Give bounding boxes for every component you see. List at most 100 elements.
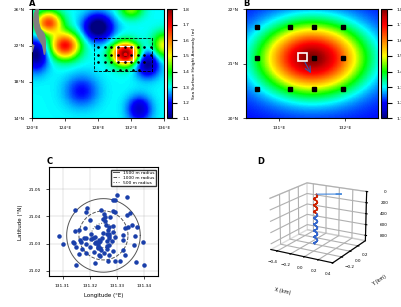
X-axis label: Longitude (°E): Longitude (°E) (84, 293, 123, 298)
Point (110, 197, 116, 202)
Legend: 1500 m radius, 1000 m radius, 500 m radius: 1500 m radius, 1000 m radius, 500 m radi… (111, 169, 156, 186)
Point (116, 259, 123, 264)
Point (124, 212, 130, 217)
Point (134, 224, 140, 229)
Point (56, 234, 62, 239)
500 m radius (113, 234, 118, 237)
Point (106, 231, 112, 236)
1000 m radius (101, 209, 106, 213)
Point (103, 222, 109, 227)
1500 m radius (101, 197, 106, 200)
Y-axis label: Sea Surface Height Anomaly (m): Sea Surface Height Anomaly (m) (192, 28, 196, 99)
Bar (116, 46, 133, 61)
Point (92, 261, 99, 266)
Point (104, 243, 111, 248)
Point (81, 235, 87, 240)
Point (101, 251, 107, 256)
X-axis label: X (km): X (km) (274, 287, 291, 296)
Point (103, 290, 110, 294)
1500 m radius (95, 270, 100, 274)
Point (71, 241, 77, 246)
Point (105, 259, 111, 264)
Point (96, 252, 103, 257)
Point (124, 194, 130, 199)
Bar (298, 53, 307, 61)
Point (110, 229, 116, 234)
Point (92, 241, 99, 246)
Point (72, 208, 78, 213)
1000 m radius (81, 219, 86, 223)
Point (106, 243, 112, 248)
Point (111, 197, 118, 202)
Point (99, 236, 105, 241)
Point (96, 237, 102, 242)
1500 m radius (71, 212, 76, 215)
Point (71, 228, 78, 233)
Point (104, 231, 110, 236)
Y-axis label: Latitude (°N): Latitude (°N) (18, 204, 23, 239)
Point (131, 243, 138, 248)
Polygon shape (34, 6, 45, 55)
Point (120, 237, 127, 242)
Point (87, 244, 94, 249)
Line: 1000 m radius: 1000 m radius (79, 211, 128, 260)
Point (78, 239, 84, 244)
1000 m radius (89, 212, 94, 216)
Point (76, 227, 82, 232)
Point (106, 253, 112, 258)
500 m radius (95, 223, 100, 227)
Point (102, 214, 109, 219)
Polygon shape (28, 44, 34, 52)
Point (122, 226, 128, 231)
Point (73, 245, 79, 250)
Point (73, 263, 79, 268)
500 m radius (99, 246, 104, 249)
Point (125, 224, 131, 229)
1000 m radius (119, 217, 124, 220)
Point (110, 208, 116, 213)
Point (83, 236, 89, 241)
1500 m radius (138, 234, 143, 237)
Point (104, 227, 111, 232)
Point (140, 240, 147, 245)
Point (101, 219, 108, 224)
Point (100, 231, 107, 236)
1500 m radius (128, 208, 133, 212)
Point (83, 242, 90, 247)
Point (97, 254, 103, 259)
1000 m radius (101, 258, 106, 262)
Point (95, 225, 102, 230)
Point (95, 242, 101, 247)
Point (70, 239, 76, 244)
500 m radius (101, 246, 106, 250)
1000 m radius (97, 258, 102, 262)
Point (106, 225, 112, 230)
Text: B: B (243, 0, 250, 8)
1500 m radius (96, 270, 101, 274)
Point (108, 238, 115, 243)
500 m radius (113, 234, 118, 237)
Text: C: C (47, 157, 53, 166)
Point (84, 206, 91, 211)
Point (59, 241, 66, 246)
Point (97, 238, 103, 243)
Point (82, 225, 88, 230)
Point (97, 247, 104, 252)
Point (110, 223, 117, 228)
Point (87, 232, 94, 237)
Point (106, 236, 112, 241)
Point (95, 244, 101, 249)
Point (111, 235, 118, 240)
Point (129, 223, 135, 227)
Point (126, 210, 133, 215)
Point (98, 208, 104, 212)
500 m radius (91, 226, 96, 230)
1500 m radius (84, 201, 89, 205)
500 m radius (99, 246, 104, 249)
Point (121, 252, 128, 257)
Point (82, 250, 89, 255)
Point (110, 249, 117, 254)
500 m radius (93, 243, 97, 246)
Point (77, 238, 83, 243)
1000 m radius (126, 234, 130, 237)
